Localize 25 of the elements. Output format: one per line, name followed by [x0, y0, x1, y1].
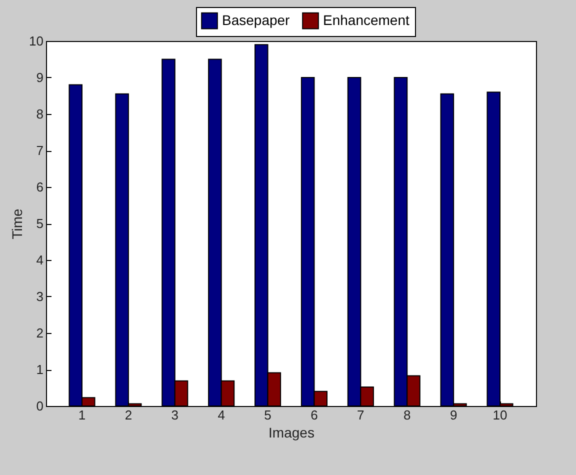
y-tick-label: 5: [36, 216, 44, 231]
y-tick-label: 3: [36, 289, 44, 304]
x-tick-label: 8: [403, 408, 411, 422]
x-tick-label: 6: [310, 408, 318, 422]
y-tick-label: 8: [36, 106, 44, 122]
x-tick-label: 3: [171, 408, 179, 422]
y-tick-label: 6: [36, 180, 44, 194]
x-tick-label: 10: [492, 408, 508, 422]
y-tick-label: 7: [36, 143, 44, 158]
y-tick-label: 0: [36, 398, 44, 414]
y-axis-title: Time: [9, 208, 26, 240]
y-tick-label: 10: [29, 34, 44, 48]
x-tick-label: 1: [78, 408, 86, 422]
y-tick-label: 1: [36, 362, 44, 377]
x-tick-label: 5: [264, 408, 272, 422]
y-tick-label: 2: [36, 326, 44, 340]
x-tick-label: 7: [357, 408, 364, 422]
y-tick-label: 4: [36, 252, 44, 268]
x-axis-title: Images: [268, 424, 314, 440]
x-tick-label: 4: [218, 408, 225, 422]
legend-label: Basepaper: [222, 12, 290, 28]
legend-label: Enhancement: [323, 12, 410, 28]
y-tick-label: 9: [36, 70, 44, 85]
x-tick-label: 2: [124, 408, 132, 422]
x-tick-label: 9: [450, 408, 458, 422]
